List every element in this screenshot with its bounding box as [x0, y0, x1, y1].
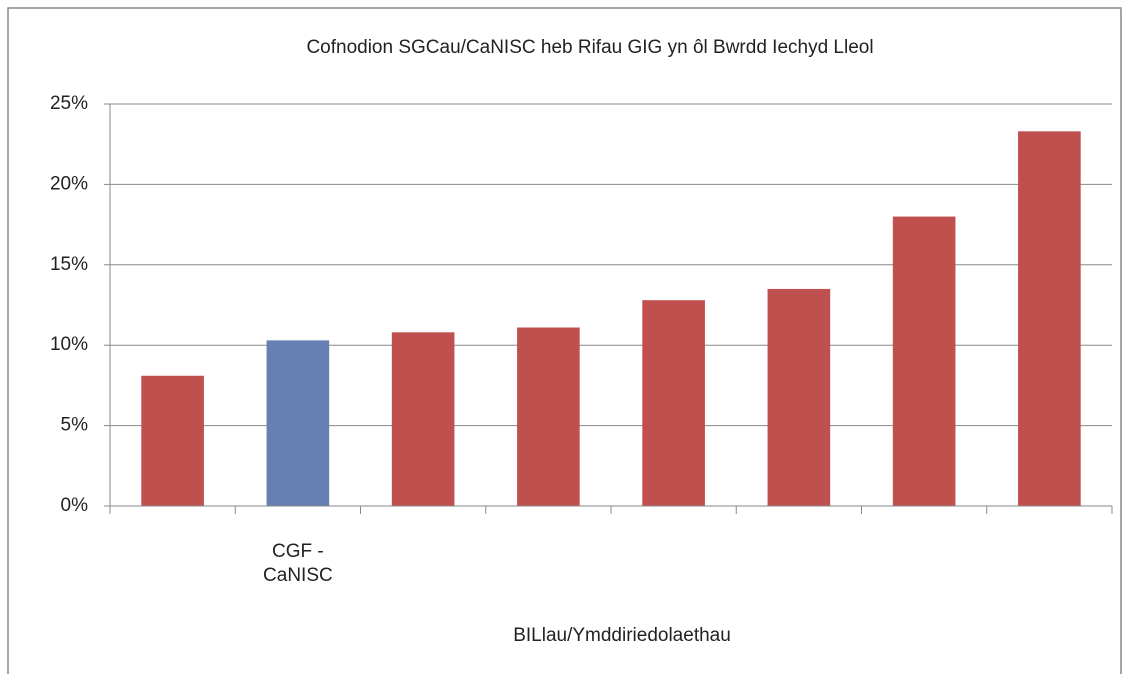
bar	[892, 216, 956, 506]
y-tick-label: 15%	[50, 254, 88, 275]
chart-title: Cofnodion SGCau/CaNISC heb Rifau GIG yn …	[306, 37, 873, 58]
x-axis-title: BILlau/Ymddiriedolaethau	[513, 625, 731, 646]
y-tick-label: 10%	[50, 334, 88, 355]
y-tick-label: 25%	[50, 93, 88, 114]
bar	[642, 300, 705, 506]
bar	[391, 332, 455, 506]
x-tick-label: CGF - CaNISC	[263, 541, 333, 586]
bar	[517, 327, 580, 506]
y-tick-label: 5%	[61, 415, 89, 436]
bar	[266, 340, 330, 506]
y-tick-label: 20%	[50, 173, 88, 194]
bar	[141, 375, 204, 506]
y-tick-label: 0%	[61, 495, 89, 516]
bar	[767, 288, 831, 506]
bar	[1018, 131, 1081, 506]
